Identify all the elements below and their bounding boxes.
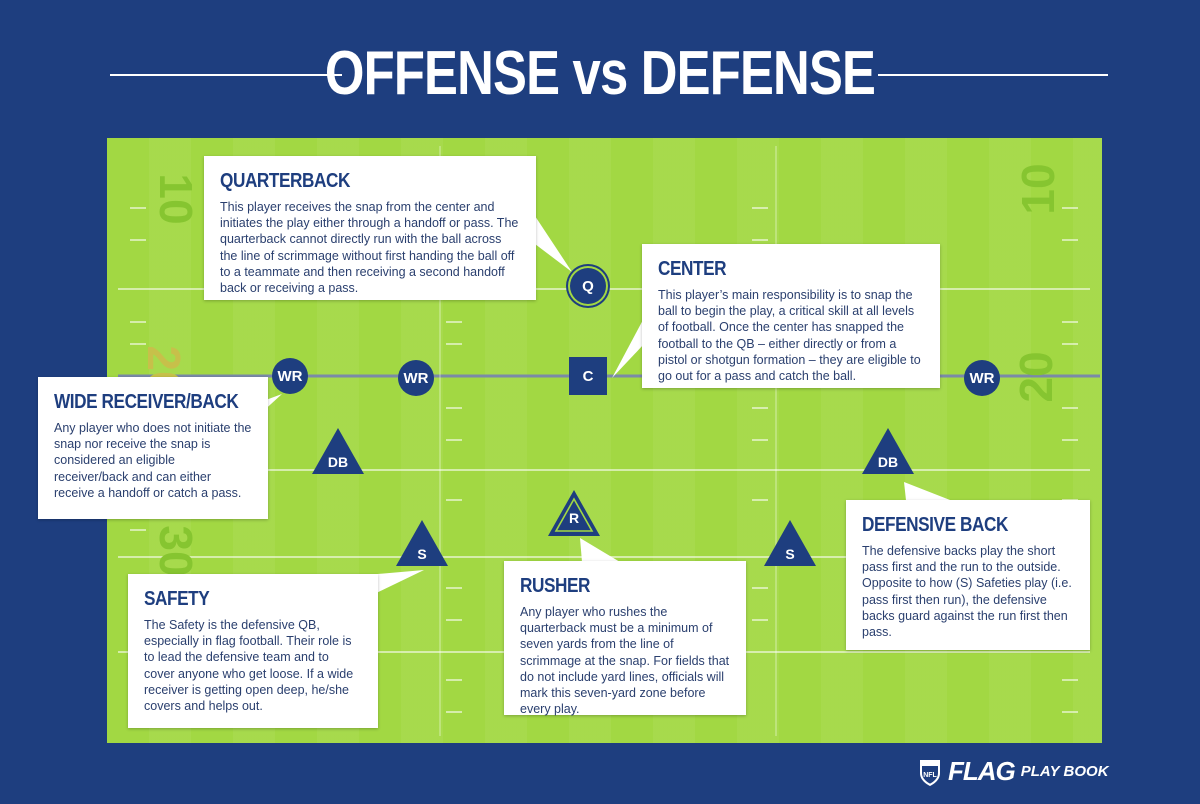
card-defensive-back-body: The defensive backs play the short pass …	[862, 544, 1072, 640]
player-rusher: R	[548, 490, 600, 536]
card-wide-receiver-title: WIDE RECEIVER/BACK	[54, 391, 239, 413]
nfl-shield-text: NFL	[923, 772, 937, 779]
brand-logo: NFL FLAG PLAY BOOK	[918, 756, 1109, 787]
card-quarterback-title: QUARTERBACK	[220, 170, 351, 192]
player-defensive-back-right-label: DB	[877, 454, 899, 470]
player-quarterback: Q	[570, 268, 606, 304]
title-rule-right	[878, 74, 1108, 76]
nfl-shield-icon: NFL	[920, 759, 940, 786]
card-center-title: CENTER	[658, 258, 727, 280]
card-wide-receiver-body: Any player who does not initiate the sna…	[54, 421, 252, 500]
card-rusher-title: RUSHER	[520, 575, 591, 597]
card-safety-title: SAFETY	[144, 588, 210, 610]
player-safety-left: S	[396, 520, 448, 566]
player-defensive-back-right: DB	[862, 428, 914, 474]
card-defensive-back: DEFENSIVE BACK The defensive backs play …	[846, 500, 1090, 650]
card-rusher: RUSHER Any player who rushes the quarter…	[504, 561, 746, 717]
card-quarterback: QUARTERBACK This player receives the sna…	[204, 156, 536, 300]
flag-wordmark: FLAG	[948, 756, 1016, 786]
card-safety: SAFETY The Safety is the defensive QB, e…	[128, 574, 378, 728]
card-safety-body: The Safety is the defensive QB, especial…	[144, 618, 354, 714]
player-defensive-back-left-label: DB	[327, 454, 349, 470]
player-wide-receiver-right: WR	[964, 360, 1000, 396]
playbook-wordmark: PLAY BOOK	[1020, 763, 1109, 780]
player-rusher-label: R	[568, 510, 580, 526]
card-defensive-back-title: DEFENSIVE BACK	[862, 514, 1008, 536]
player-center: C	[569, 357, 607, 395]
player-defensive-back-left: DB	[312, 428, 364, 474]
title-rule-left	[110, 74, 342, 76]
card-wide-receiver: WIDE RECEIVER/BACK Any player who does n…	[38, 377, 268, 519]
card-center-body: This player’s main responsibility is to …	[658, 288, 921, 384]
player-safety-left-label: S	[417, 546, 427, 562]
card-center: CENTER This player’s main responsibility…	[642, 244, 940, 388]
card-quarterback-body: This player receives the snap from the c…	[220, 200, 519, 296]
page-title: OFFENSE vs DEFENSE	[324, 39, 876, 108]
player-wide-receiver-middle: WR	[398, 360, 434, 396]
player-wide-receiver-left: WR	[272, 358, 308, 394]
player-safety-right: S	[764, 520, 816, 566]
player-safety-right-label: S	[785, 546, 795, 562]
card-rusher-body: Any player who rushes the quarterback mu…	[520, 605, 730, 717]
